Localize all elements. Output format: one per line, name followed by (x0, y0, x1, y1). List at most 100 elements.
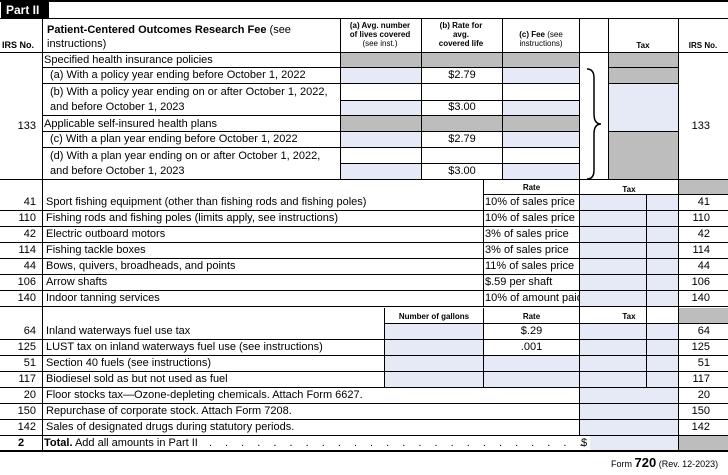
rule (483, 194, 728, 195)
other-row-tax-input[interactable] (580, 404, 678, 419)
rate-row-tax-input[interactable] (580, 195, 678, 210)
pcori-title-text: Patient-Centered Outcomes Research Fee (47, 24, 267, 36)
rate-row-code: 41 (23, 196, 36, 208)
fuel-right-shaded-header (679, 308, 728, 324)
irs-no-header: IRS No. (2, 40, 35, 50)
total-bold: Total. (44, 437, 73, 449)
rule (43, 83, 579, 84)
total-text: Add all amounts in Part II (74, 437, 198, 449)
rule (0, 258, 728, 259)
total-label: Total. Add all amounts in Part II . . . … (44, 437, 636, 450)
rule (0, 355, 728, 356)
rule (0, 306, 728, 307)
total-input[interactable] (590, 435, 678, 450)
fuel-row-desc: Biodiesel sold as but not used as fuel (46, 373, 228, 385)
rule (609, 67, 679, 68)
gallons-input[interactable] (385, 372, 483, 387)
tax-shaded-a (609, 68, 678, 83)
pcori-code-left: 133 (17, 120, 36, 132)
rate-row-code: 106 (17, 276, 36, 288)
part-label-box (1, 2, 49, 18)
fuel-rate-input[interactable] (484, 356, 579, 371)
rate-row-rate: 10% of sales price (485, 196, 575, 208)
line-b-label-2: and before October 1, 2023 (50, 101, 185, 113)
part-header-bar (0, 0, 728, 19)
vrule (579, 180, 580, 435)
rate-row-rate: 10% of sales price (485, 212, 575, 224)
vrule (384, 308, 385, 388)
rate-row-tax-input[interactable] (580, 211, 678, 226)
pcori-see: (see (269, 24, 291, 36)
rule (0, 290, 728, 291)
lives-input-a[interactable] (341, 68, 421, 83)
fuel-rate-input[interactable] (484, 372, 579, 387)
pcori-title: Patient-Centered Outcomes Research Fee (… (47, 24, 291, 37)
fee-input-b[interactable] (503, 101, 579, 115)
vrule (421, 19, 422, 180)
fee-input-a[interactable] (503, 68, 579, 83)
rate-row-tax-input[interactable] (580, 243, 678, 258)
rule (0, 371, 728, 372)
other-row-tax-input[interactable] (580, 388, 678, 403)
rate-row-tax-input[interactable] (580, 275, 678, 290)
fuel-row-code-right: 125 (691, 341, 710, 353)
lives-input-b[interactable] (341, 101, 421, 115)
pcori-instructions: instructions) (47, 38, 107, 50)
lives-input-c[interactable] (341, 132, 421, 147)
rule (609, 83, 679, 84)
total-line-number: 2 (18, 437, 25, 449)
fuel-row-desc: LUST tax on inland waterways fuel use (s… (46, 341, 323, 353)
vrule (42, 180, 43, 435)
rule (43, 147, 579, 148)
fuel-row-tax-input[interactable] (580, 340, 678, 355)
fuel-row-tax-input[interactable] (580, 324, 678, 339)
rate-row-desc: Fishing tackle boxes (46, 244, 146, 256)
rate-row-rate: 11% of sales price (485, 260, 575, 272)
vrule (483, 180, 484, 307)
gallons-input[interactable] (385, 324, 483, 339)
rule (0, 210, 728, 211)
rate-row-tax-input[interactable] (580, 291, 678, 306)
vrule (340, 19, 341, 180)
form-number: 720 (634, 455, 657, 470)
tax-shaded-1 (609, 53, 678, 67)
fuel-row-rate: .001 (520, 341, 543, 353)
rate-row-code: 42 (23, 228, 36, 240)
other-row-desc: Sales of designated drugs during statuto… (46, 421, 295, 433)
col-a-header-1: (a) Avg. number (349, 21, 411, 30)
rate-row-tax-input[interactable] (580, 227, 678, 242)
form-word: Form (611, 459, 632, 469)
other-row-code: 142 (17, 421, 36, 433)
col-c-header-2: instructions) (519, 39, 563, 48)
gallons-input[interactable] (385, 340, 483, 355)
col-b-header-3: covered life (438, 39, 484, 48)
fuel-row-desc: Inland waterways fuel use tax (46, 325, 191, 337)
fuel-row-tax-input[interactable] (580, 372, 678, 387)
rule (384, 323, 728, 324)
rule (0, 387, 728, 388)
rate-a: $2.79 (448, 69, 476, 81)
rate-row-tax-input[interactable] (580, 259, 678, 274)
total-dollar: $ (581, 437, 588, 449)
other-row-desc: Floor stocks tax—Ozone-depleting chemica… (46, 389, 363, 401)
tax-input-133[interactable] (609, 84, 678, 131)
gallons-input[interactable] (385, 356, 483, 371)
vrule (608, 19, 609, 180)
rate-row-code-right: 140 (691, 292, 710, 304)
other-row-code-right: 20 (697, 389, 710, 401)
rule (0, 52, 728, 53)
fee-input-d[interactable] (503, 164, 579, 179)
line-d-label-1: (d) With a plan year ending on or after … (50, 150, 321, 162)
fee-input-c[interactable] (503, 132, 579, 147)
other-row-tax-input[interactable] (580, 420, 678, 435)
rate-row-rate: $.59 per shaft (485, 276, 553, 288)
other-row-code-right: 150 (691, 405, 710, 417)
lives-input-d[interactable] (341, 164, 421, 179)
col-a-header-2: of lives covered (349, 30, 411, 39)
fuel-row-tax-input[interactable] (580, 356, 678, 371)
rate-row-rate: 3% of sales price (485, 244, 569, 256)
fuel-row-code-right: 51 (697, 357, 710, 369)
col-b-header-2: avg. (452, 30, 469, 39)
col-c-see: (see (547, 30, 563, 39)
col-b-header-1: (b) Rate for (439, 21, 483, 30)
